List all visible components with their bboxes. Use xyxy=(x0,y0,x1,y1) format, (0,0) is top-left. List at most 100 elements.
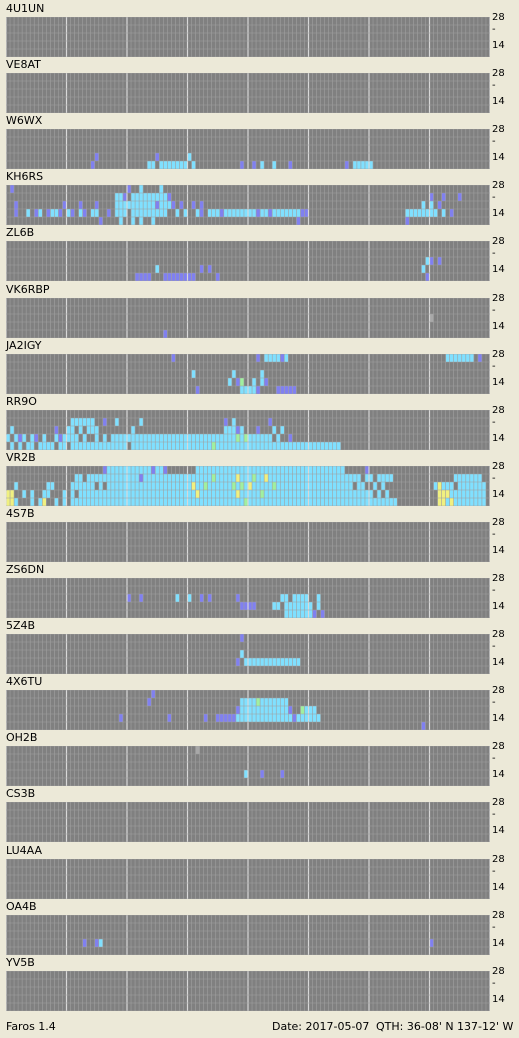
band-14-label: 14 xyxy=(492,320,505,332)
signal-cell xyxy=(381,497,386,506)
signal-cell xyxy=(256,497,261,506)
signal-cell xyxy=(231,441,236,450)
signal-cell xyxy=(457,497,462,506)
signal-cell xyxy=(118,217,123,226)
signal-cell xyxy=(243,473,248,482)
signal-cell xyxy=(248,209,253,218)
signal-cell xyxy=(171,161,176,170)
signal-cell xyxy=(308,714,313,723)
signal-cell xyxy=(260,706,265,715)
signal-cell xyxy=(409,209,414,218)
signal-cell xyxy=(22,433,27,442)
signal-cell xyxy=(70,433,75,442)
signal-cell xyxy=(26,441,31,450)
signal-cell xyxy=(239,433,244,442)
signal-cell xyxy=(264,497,269,506)
signal-cell xyxy=(70,425,75,434)
band-mid-label: - xyxy=(492,921,496,933)
signal-cell xyxy=(66,209,71,218)
signal-cell xyxy=(187,497,192,506)
signal-cell xyxy=(449,353,454,362)
signal-cell xyxy=(179,273,184,282)
signal-cell xyxy=(191,481,196,490)
signal-cell xyxy=(252,658,257,667)
signal-cell xyxy=(264,481,269,490)
signal-cell xyxy=(58,433,63,442)
signal-cell xyxy=(139,417,144,426)
signal-cell xyxy=(143,209,148,218)
signal-cell xyxy=(187,153,192,162)
signal-cell xyxy=(10,425,15,434)
signal-cell xyxy=(90,209,95,218)
signal-cell xyxy=(235,658,240,667)
signal-cell xyxy=(324,489,329,498)
signal-cell xyxy=(296,465,301,474)
signal-cell xyxy=(118,497,123,506)
station-name: VK6RBP xyxy=(6,282,50,296)
signal-cell xyxy=(171,433,176,442)
signal-cell xyxy=(316,465,321,474)
signal-cell xyxy=(256,425,261,434)
signal-cell xyxy=(139,465,144,474)
signal-cell xyxy=(288,473,293,482)
signal-cell xyxy=(98,938,103,947)
signal-cell xyxy=(62,441,67,450)
band-14-label: 14 xyxy=(492,937,505,949)
signal-cell xyxy=(469,489,474,498)
signal-cell xyxy=(86,489,91,498)
signal-cell xyxy=(272,441,277,450)
signal-cell xyxy=(296,658,301,667)
signal-cell xyxy=(227,209,232,218)
signal-cell xyxy=(300,489,305,498)
band-axis: 28- 14 xyxy=(492,742,519,786)
signal-cell xyxy=(272,353,277,362)
signal-cell xyxy=(364,473,369,482)
signal-cell xyxy=(167,473,172,482)
signal-cell xyxy=(256,658,261,667)
signal-cell xyxy=(163,473,168,482)
signal-cell xyxy=(352,161,357,170)
signal-cell xyxy=(62,201,67,210)
signal-cell xyxy=(413,209,418,218)
signal-cell xyxy=(231,497,236,506)
signal-cell xyxy=(264,698,269,707)
signal-cell xyxy=(356,473,361,482)
signal-cell xyxy=(477,353,482,362)
signal-cell xyxy=(151,217,156,226)
signal-cell xyxy=(465,473,470,482)
band-axis: 28- 14 xyxy=(492,125,519,169)
signal-cell xyxy=(256,698,261,707)
signal-cell xyxy=(155,441,160,450)
signal-cell xyxy=(280,714,285,723)
signal-cell xyxy=(272,658,277,667)
station-name: JA2IGY xyxy=(6,338,42,352)
signal-cell xyxy=(167,433,172,442)
signal-cell xyxy=(264,658,269,667)
signal-cell xyxy=(203,441,208,450)
signal-cell xyxy=(127,497,132,506)
signal-cell xyxy=(78,481,83,490)
signal-cell xyxy=(252,473,257,482)
signal-cell xyxy=(248,714,253,723)
signal-cell xyxy=(239,377,244,386)
signal-cell xyxy=(163,273,168,282)
signal-cell xyxy=(14,433,19,442)
signal-cell xyxy=(114,465,119,474)
signal-cell xyxy=(252,385,257,394)
signal-cell xyxy=(280,698,285,707)
signal-cell xyxy=(90,441,95,450)
signal-cell xyxy=(381,481,386,490)
signal-cell xyxy=(159,185,164,194)
signal-cell xyxy=(175,473,180,482)
signal-cell xyxy=(139,273,144,282)
signal-cell xyxy=(256,385,261,394)
band-14-label: 14 xyxy=(492,993,505,1005)
signal-cell xyxy=(272,465,277,474)
signal-cell xyxy=(147,441,152,450)
signal-cell xyxy=(114,481,119,490)
signal-cell xyxy=(300,441,305,450)
signal-cell xyxy=(147,433,152,442)
signal-cell xyxy=(300,481,305,490)
propagation-grid xyxy=(6,297,490,338)
signal-cell xyxy=(110,465,115,474)
